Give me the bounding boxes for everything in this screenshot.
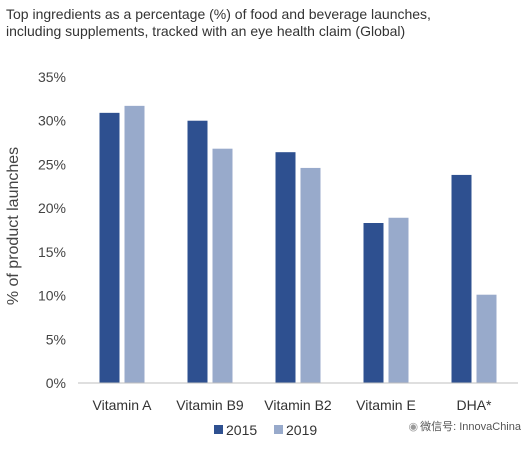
bar-2019	[388, 217, 409, 383]
bar-2015	[187, 120, 208, 383]
y-tick-label: 15%	[38, 244, 66, 260]
bar-2019	[124, 105, 145, 383]
bar-2015	[363, 223, 384, 383]
y-tick-label: 35%	[38, 69, 66, 85]
bar-2015	[275, 152, 296, 383]
watermark: ◉ 微信号: InnovaChina	[409, 418, 522, 434]
watermark-text: 微信号: InnovaChina	[420, 421, 521, 433]
chart-title-line-1: Top ingredients as a percentage (%) of f…	[6, 6, 431, 22]
y-tick-label: 20%	[38, 200, 66, 216]
x-tick-label: Vitamin E	[356, 397, 416, 413]
x-tick-label: Vitamin B2	[264, 397, 332, 413]
bar-2019	[476, 294, 497, 383]
bar-2019	[300, 167, 321, 383]
legend-swatch-2015	[214, 425, 223, 434]
y-tick-label: 0%	[46, 375, 66, 391]
chart-title: Top ingredients as a percentage (%) of f…	[6, 6, 521, 40]
x-tick-label: Vitamin A	[93, 397, 153, 413]
x-tick-label: Vitamin B9	[176, 397, 244, 413]
bar-2015	[451, 174, 472, 383]
y-tick-label: 25%	[38, 156, 66, 172]
y-tick-label: 5%	[46, 331, 66, 347]
bar-2015	[99, 112, 120, 384]
legend-label: 2015	[226, 422, 257, 438]
y-tick-label: 10%	[38, 288, 66, 304]
y-axis-label: % of product launches	[5, 147, 22, 305]
legend-label: 2019	[286, 422, 317, 438]
y-tick-label: 30%	[38, 113, 66, 129]
chart-title-line-2: including supplements, tracked with an e…	[6, 23, 406, 39]
x-tick-label: DHA*	[456, 397, 492, 413]
legend-swatch-2019	[274, 425, 283, 434]
bar-2019	[212, 148, 233, 383]
wechat-icon: ◉	[408, 421, 419, 433]
